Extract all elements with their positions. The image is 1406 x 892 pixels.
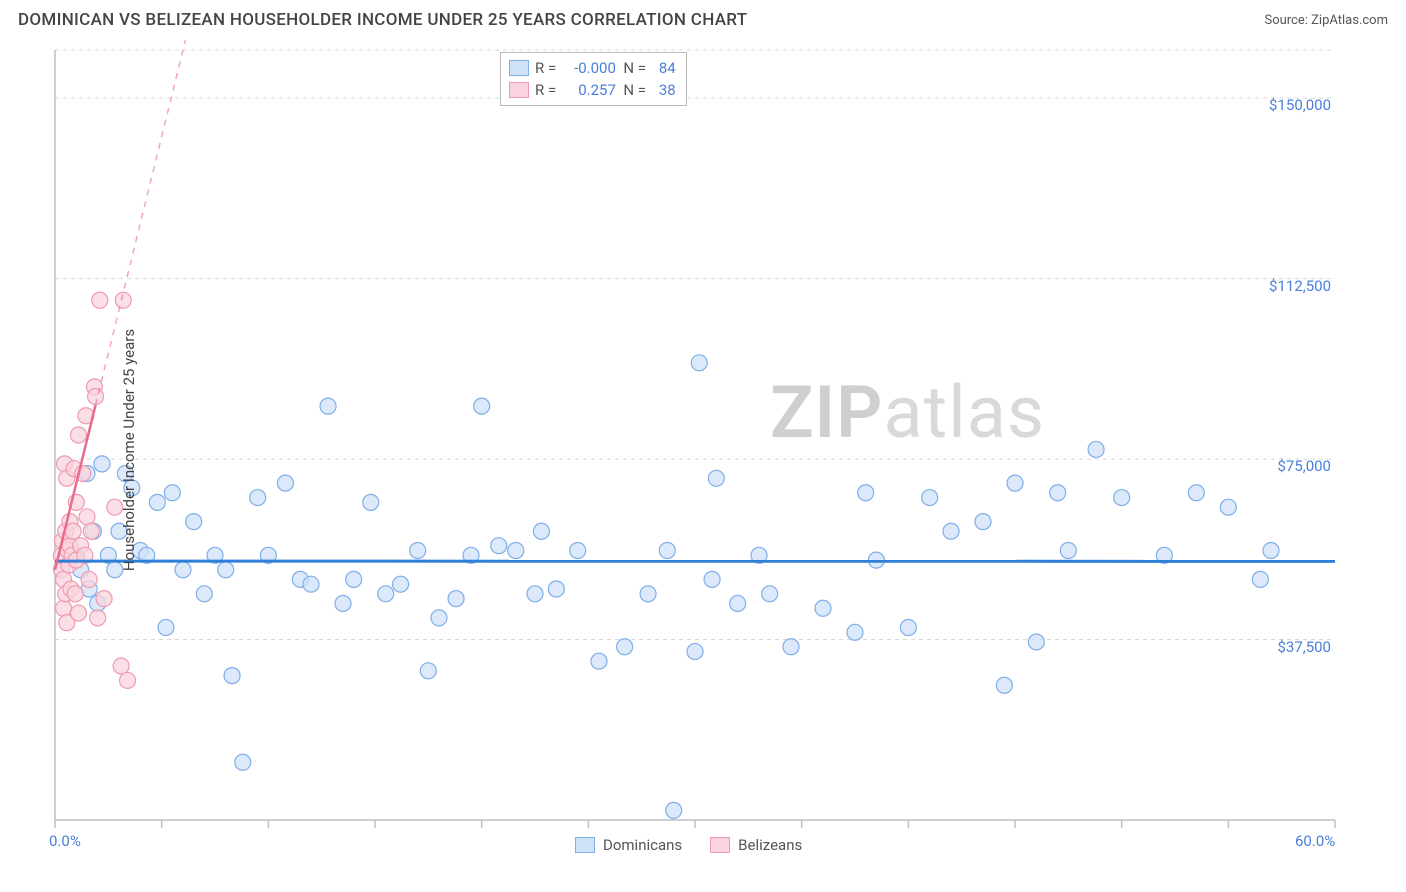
y-tick-label: $112,500 <box>1253 277 1331 295</box>
series-legend-item[interactable]: Belizeans <box>710 836 802 854</box>
scatter-plot <box>0 40 1405 850</box>
stats-legend: R = -0.000 N = 84R = 0.257 N = 38 <box>500 52 687 106</box>
legend-swatch <box>710 837 730 853</box>
chart-header: DOMINICAN VS BELIZEAN HOUSEHOLDER INCOME… <box>0 0 1406 36</box>
stats-legend-row: R = 0.257 N = 38 <box>509 79 676 101</box>
chart-title: DOMINICAN VS BELIZEAN HOUSEHOLDER INCOME… <box>18 10 747 30</box>
series-legend: Dominicans Belizeans <box>575 836 802 854</box>
chart-container: Householder Income Under 25 years ZIPatl… <box>0 40 1406 860</box>
source-link[interactable]: ZipAtlas.com <box>1311 13 1388 28</box>
y-axis-label: Householder Income Under 25 years <box>120 329 138 571</box>
source-attribution: Source: ZipAtlas.com <box>1264 13 1388 28</box>
source-prefix: Source: <box>1264 13 1311 28</box>
y-tick-label: $75,000 <box>1253 457 1331 475</box>
stats-legend-row: R = -0.000 N = 84 <box>509 57 676 79</box>
legend-swatch <box>575 837 595 853</box>
y-tick-label: $37,500 <box>1253 638 1331 656</box>
series-legend-label: Dominicans <box>603 836 682 854</box>
x-min-label: 0.0% <box>49 832 81 850</box>
legend-swatch <box>509 60 529 76</box>
stats-legend-text: R = 0.257 N = 38 <box>535 79 676 101</box>
y-tick-label: $150,000 <box>1253 96 1331 114</box>
series-legend-label: Belizeans <box>738 836 802 854</box>
x-max-label: 60.0% <box>1295 832 1335 850</box>
stats-legend-text: R = -0.000 N = 84 <box>535 57 676 79</box>
legend-swatch <box>509 82 529 98</box>
series-legend-item[interactable]: Dominicans <box>575 836 682 854</box>
